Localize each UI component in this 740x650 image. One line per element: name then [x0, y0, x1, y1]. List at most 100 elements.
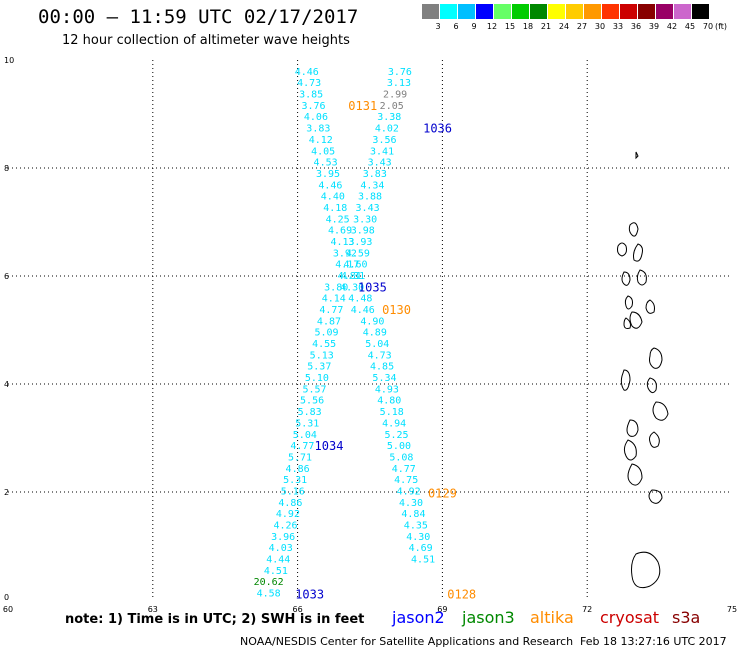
- x-tick-label: 72: [582, 605, 592, 614]
- data-label-altika: 4.51: [411, 555, 435, 566]
- data-label-altika: 4.46: [351, 305, 375, 316]
- data-label-jason2: 4.18: [323, 203, 347, 214]
- data-label-jason2: 4.40: [321, 192, 345, 203]
- data-label-jason2: 4.55: [312, 339, 336, 350]
- y-tick-label: 4: [4, 380, 9, 389]
- scale-swatch: [422, 4, 439, 19]
- time-label: 1034: [315, 439, 344, 453]
- scale-label: 3: [435, 22, 441, 31]
- y-tick-label: 6: [4, 272, 9, 281]
- data-label-altika: 4.60: [343, 260, 367, 271]
- data-label-altika: 4.59: [346, 248, 370, 259]
- scale-swatch: [476, 4, 493, 19]
- data-label-altika: 5.00: [387, 441, 411, 452]
- island-outline: [626, 419, 639, 437]
- island-outline: [631, 551, 661, 589]
- island-outline: [624, 295, 633, 310]
- data-label-altika: 3.30: [353, 214, 377, 225]
- scale-label: 33: [612, 22, 624, 31]
- data-label-jason2: 5.13: [310, 350, 334, 361]
- time-label: 0131: [348, 99, 377, 113]
- scale-label: 42: [666, 22, 678, 31]
- scale-label: 15: [504, 22, 516, 31]
- data-label-jason2: 5.16: [281, 486, 305, 497]
- data-label-jason2: 3.80: [324, 282, 348, 293]
- legend-jason2: jason2: [392, 608, 445, 627]
- island-outline: [652, 401, 669, 421]
- data-label-jason2: 4.44: [266, 555, 290, 566]
- data-label-altika: 3.88: [358, 192, 382, 203]
- scale-swatch: [674, 4, 691, 19]
- data-label-altika: 4.77: [392, 464, 416, 475]
- scale-label: 39: [648, 22, 660, 31]
- x-tick-label: 63: [148, 605, 158, 614]
- scale-swatch: [602, 4, 619, 19]
- scale-label: 12: [486, 22, 498, 31]
- data-label-jason2: 4.53: [314, 158, 338, 169]
- scale-swatch: [620, 4, 637, 19]
- y-tick-label: 0: [4, 593, 9, 602]
- data-label-altika: 4.30: [340, 282, 364, 293]
- data-label-altika: 4.89: [363, 328, 387, 339]
- data-label-jason2: 3.92: [333, 248, 357, 259]
- data-label-jason2: 4.03: [269, 543, 293, 554]
- x-tick-label: 66: [293, 605, 303, 614]
- data-label-altika: 4.48: [348, 294, 372, 305]
- island-outline: [646, 377, 657, 394]
- scale-label: 24: [558, 22, 570, 31]
- data-label-altika: 3.41: [370, 146, 394, 157]
- scale-swatch: [584, 4, 601, 19]
- data-label-jason2: 4.86: [278, 498, 302, 509]
- island-outline: [645, 299, 655, 314]
- scale-swatch: [530, 4, 547, 19]
- legend-s3a: s3a: [672, 608, 701, 627]
- time-label: 1036: [423, 122, 452, 136]
- scale-label: 9: [471, 22, 477, 31]
- data-label-jason2: 5.31: [283, 475, 307, 486]
- scale-label: 70: [702, 22, 714, 31]
- data-label-jason2: 3.85: [299, 90, 323, 101]
- legend-jason3: jason3: [462, 608, 515, 627]
- data-label-altika: 4.73: [368, 350, 392, 361]
- scale-swatch: [692, 4, 709, 19]
- data-label-jason2: 20.62: [254, 577, 284, 588]
- x-tick-label: 60: [3, 605, 13, 614]
- island-outline: [635, 151, 639, 160]
- data-label-jason2: 5.10: [305, 373, 329, 384]
- data-label-altika: 4.34: [360, 180, 384, 191]
- page-subtitle: 12 hour collection of altimeter wave hei…: [62, 33, 350, 48]
- data-label-altika: 4.84: [401, 509, 425, 520]
- island-outline: [629, 311, 643, 329]
- scale-swatch: [566, 4, 583, 19]
- data-label-jason2: 3.76: [301, 101, 325, 112]
- data-label-altika: 4.30: [406, 532, 430, 543]
- data-label-jason2: 4.25: [326, 214, 350, 225]
- credit-text: NOAA/NESDIS Center for Satellite Applica…: [240, 635, 574, 648]
- data-label-altika: 3.76: [388, 67, 412, 78]
- data-label-jason2: 4.17: [335, 260, 359, 271]
- time-label: 0130: [382, 303, 411, 317]
- scale-swatch: [656, 4, 673, 19]
- data-label-jason2: 4.46: [318, 180, 342, 191]
- data-label-jason2: 4.51: [264, 566, 288, 577]
- scale-swatch: [440, 4, 457, 19]
- scale-label: 21: [540, 22, 552, 31]
- island-outline: [633, 243, 643, 262]
- island-outline: [628, 222, 639, 237]
- island-outline: [617, 242, 627, 257]
- timestamp-text: Feb 18 13:27:16 UTC 2017: [580, 635, 727, 648]
- data-label-jason2: 5.83: [298, 407, 322, 418]
- scale-swatch: [494, 4, 511, 19]
- data-label-altika: 4.30: [399, 498, 423, 509]
- data-label-jason2: 4.26: [273, 520, 297, 531]
- data-label-jason2: 4.69: [328, 226, 352, 237]
- data-label-altika: 4.02: [375, 124, 399, 135]
- data-label-altika: 3.98: [351, 226, 375, 237]
- data-label-altika: 3.13: [387, 78, 411, 89]
- data-label-jason2: 4.86: [286, 464, 310, 475]
- scale-swatch: [512, 4, 529, 19]
- data-label-altika: 4.35: [404, 520, 428, 531]
- coastline-outlines: [617, 151, 669, 589]
- island-outline: [649, 347, 663, 369]
